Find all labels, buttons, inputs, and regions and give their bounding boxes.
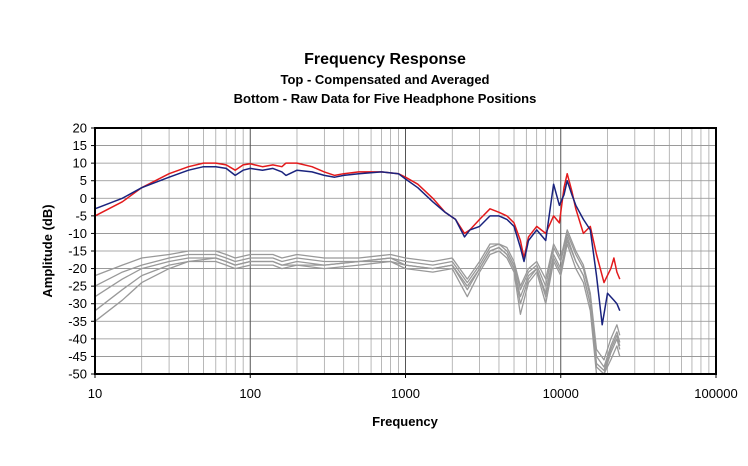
y-tick-label: -35 xyxy=(68,314,87,329)
x-tick-label: 10 xyxy=(88,386,102,401)
series-line-7 xyxy=(94,229,621,361)
y-tick-label: -30 xyxy=(68,296,87,311)
series-line-3 xyxy=(94,239,621,375)
y-tick-label: -5 xyxy=(75,208,87,223)
chart-title: Frequency Response xyxy=(304,51,466,68)
y-tick-label: 15 xyxy=(73,138,87,153)
chart-subtitle-line-1: Top - Compensated and Averaged xyxy=(280,72,490,87)
x-tick-label: 100000 xyxy=(694,386,737,401)
chart-subtitle-line-2: Bottom - Raw Data for Five Headphone Pos… xyxy=(233,91,537,106)
y-tick-label: 5 xyxy=(80,173,87,188)
y-tick-label: 20 xyxy=(73,121,87,136)
series-line-2 xyxy=(94,165,621,326)
series-line-5 xyxy=(94,243,621,375)
x-axis-ticks: 10 100 1000 10000 100000 xyxy=(88,374,738,401)
y-tick-label: -50 xyxy=(68,367,87,382)
y-axis-ticks: 20 15 10 5 0 -5 -10 -15 -20 -25 -30 -35 -40 -45 -50 xyxy=(68,121,95,382)
y-tick-label: -40 xyxy=(68,331,87,346)
series-line-6 xyxy=(94,236,621,372)
series-line-4 xyxy=(94,232,621,368)
x-tick-label: 10000 xyxy=(543,386,579,401)
x-tick-label: 1000 xyxy=(391,386,420,401)
y-tick-label: 0 xyxy=(80,191,87,206)
y-tick-label: -10 xyxy=(68,226,87,241)
y-axis-label: Amplitude (dB) xyxy=(40,204,55,297)
y-tick-label: -45 xyxy=(68,349,87,364)
x-axis-label: Frequency xyxy=(372,414,439,429)
y-tick-label: -15 xyxy=(68,244,87,259)
y-tick-label: 10 xyxy=(73,156,87,171)
x-tick-label: 100 xyxy=(239,386,261,401)
y-tick-label: -25 xyxy=(68,279,87,294)
plot-series xyxy=(94,162,621,375)
chart-titles: Frequency Response Top - Compensated and… xyxy=(0,50,748,108)
y-tick-label: -20 xyxy=(68,261,87,276)
